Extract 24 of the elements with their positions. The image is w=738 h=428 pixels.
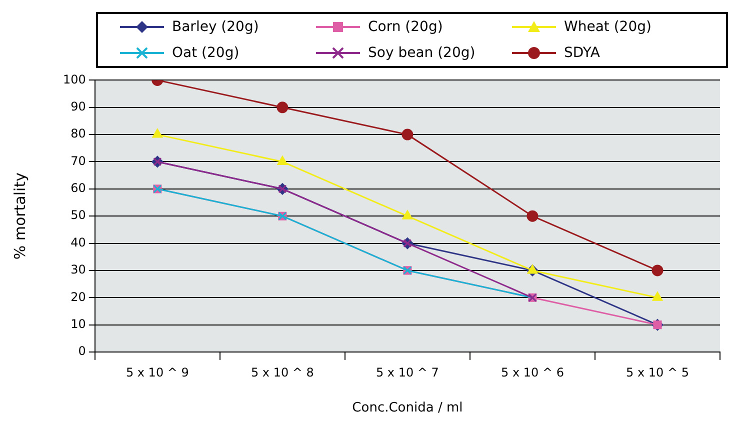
y-tick-label: 0 <box>78 344 86 358</box>
x-tick-label: 5 x 10 ^ 9 <box>126 365 189 380</box>
y-tick-label: 80 <box>70 126 86 141</box>
x-axis-title: Conc.Conida / ml <box>352 400 463 416</box>
y-tick-label: 30 <box>70 262 86 277</box>
x-tick-label: 5 x 10 ^ 8 <box>250 365 314 380</box>
y-tick-label: 70 <box>70 154 86 168</box>
legend-label: Barley (20g) <box>172 19 259 35</box>
y-axis-title: % mortality <box>10 172 29 260</box>
y-tick-label: 10 <box>70 316 86 331</box>
y-tick-label: 60 <box>70 181 86 196</box>
legend-label: SDYA <box>564 45 600 61</box>
y-tick-label: 40 <box>70 235 86 250</box>
y-tick-label: 90 <box>70 100 86 114</box>
x-tick-label: 5 x 10 ^ 5 <box>626 365 689 380</box>
legend-label: Corn (20g) <box>368 19 443 35</box>
legend-label: Wheat (20g) <box>564 19 652 35</box>
legend-label: Soy bean (20g) <box>368 45 476 61</box>
x-tick-label: 5 x 10 ^ 6 <box>500 365 564 380</box>
legend-label: Oat (20g) <box>172 45 240 61</box>
x-tick-label: 5 x 10 ^ 7 <box>376 365 439 380</box>
y-tick-label: 50 <box>70 208 86 222</box>
y-tick-label: 100 <box>63 72 86 86</box>
y-tick-label: 20 <box>70 290 86 304</box>
